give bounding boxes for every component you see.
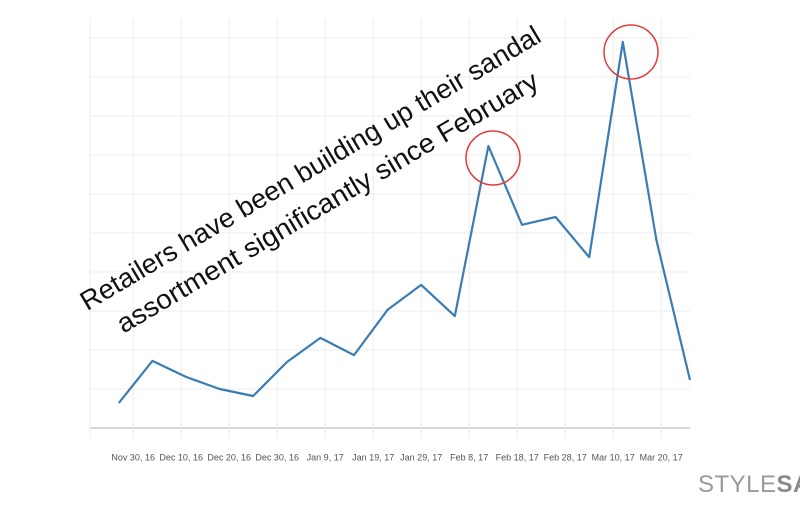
x-tick-label: Nov 30, 16: [111, 452, 155, 462]
x-tick-label: Dec 30, 16: [255, 452, 299, 462]
x-tick-label: Jan 19, 17: [352, 452, 394, 462]
x-tick-label: Mar 20, 17: [640, 452, 683, 462]
x-tick-label: Feb 8, 17: [450, 452, 488, 462]
logo: STYLESAGE: [698, 471, 800, 498]
annotation: assortment significantly since February: [111, 65, 544, 339]
data-line: [117, 40, 692, 404]
x-tick-label: Feb 18, 17: [496, 452, 539, 462]
x-tick-label: Mar 10, 17: [592, 452, 635, 462]
logo-part: STYLE: [698, 471, 777, 498]
highlight-circle: [603, 24, 659, 80]
x-tick-label: Dec 10, 16: [159, 452, 203, 462]
highlight-circle: [465, 130, 521, 186]
x-tick-label: Dec 20, 16: [207, 452, 251, 462]
x-tick-label: Jan 9, 17: [307, 452, 344, 462]
x-tick-label: Jan 29, 17: [400, 452, 442, 462]
x-tick-label: Feb 28, 17: [544, 452, 587, 462]
plot: [117, 40, 692, 404]
logo-part: SAGE: [777, 471, 800, 498]
